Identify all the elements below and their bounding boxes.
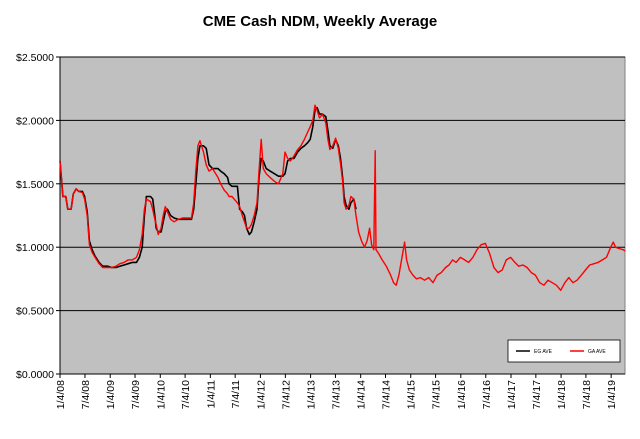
legend-label-ga-ave: GA AVE bbox=[588, 349, 606, 355]
x-tick-label: 7/4/11 bbox=[230, 380, 242, 409]
legend-label-eg-ave: EG AVE bbox=[534, 349, 553, 355]
series-lines bbox=[59, 104, 626, 291]
y-tick-label: $2.5000 bbox=[16, 52, 54, 64]
x-tick-label: 7/4/16 bbox=[481, 380, 493, 409]
x-tick-label: 1/4/09 bbox=[105, 380, 117, 409]
y-tick-label: $2.0000 bbox=[16, 115, 54, 127]
x-tick-label: 1/4/10 bbox=[155, 380, 167, 409]
y-tick-label: $0.0000 bbox=[16, 369, 54, 381]
y-tick-label: $1.0000 bbox=[16, 242, 54, 254]
grid-lines bbox=[60, 56, 625, 312]
x-tick-label: 1/4/08 bbox=[55, 380, 67, 409]
x-tick-label: 7/4/14 bbox=[381, 380, 393, 409]
x-tick-label: 1/4/11 bbox=[205, 380, 217, 409]
x-tick-label: 7/4/10 bbox=[180, 380, 192, 409]
legend-box bbox=[507, 339, 621, 363]
x-tick-label: 1/4/14 bbox=[356, 380, 368, 409]
x-tick-label: 7/4/09 bbox=[130, 380, 142, 409]
y-tick-label: $0.5000 bbox=[16, 306, 54, 318]
x-tick-label: 7/4/15 bbox=[431, 380, 443, 409]
legend: EG AVE GA AVE bbox=[507, 339, 621, 363]
x-tick-label: 1/4/17 bbox=[506, 380, 518, 409]
x-tick-label: 1/4/13 bbox=[306, 380, 318, 409]
x-tick-label: 7/4/12 bbox=[280, 380, 292, 409]
series-line-ga-ave bbox=[59, 104, 626, 291]
chart-title: CME Cash NDM, Weekly Average bbox=[203, 13, 438, 30]
x-tick-label: 1/4/19 bbox=[606, 380, 618, 409]
x-tick-label: 1/4/16 bbox=[456, 380, 468, 409]
y-axis: $0.0000 $0.5000 $1.0000 $1.5000 $2.0000 $2.50… bbox=[16, 52, 61, 381]
x-tick-label: 7/4/17 bbox=[531, 380, 543, 409]
x-tick-label: 1/4/18 bbox=[556, 380, 568, 409]
y-tick-label: $1.5000 bbox=[16, 179, 54, 191]
x-tick-label: 1/4/15 bbox=[406, 380, 418, 409]
x-axis: 1/4/08 7/4/08 1/4/09 7/4/09 1/4/10 7/4/10 1/4/… bbox=[55, 373, 625, 409]
x-tick-label: 7/4/18 bbox=[581, 380, 593, 409]
x-tick-label: 1/4/12 bbox=[255, 380, 267, 409]
x-tick-label: 7/4/08 bbox=[80, 380, 92, 409]
x-tick-label: 7/4/13 bbox=[330, 380, 342, 409]
